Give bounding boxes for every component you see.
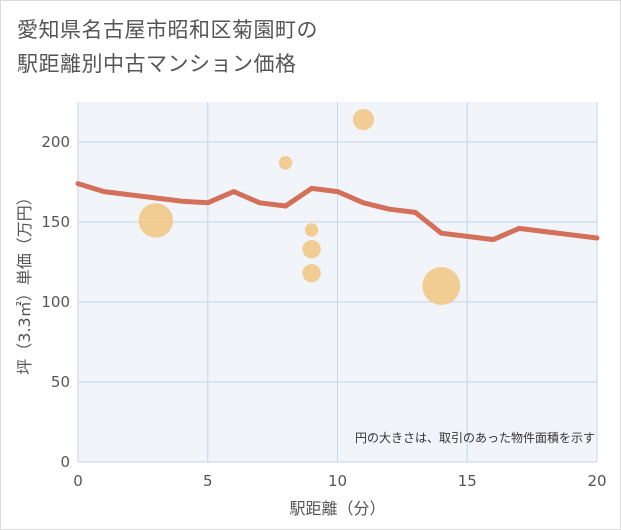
x-tick-label: 15 (458, 472, 477, 490)
bubble-size-note: 円の大きさは、取引のあった物件面積を示す (355, 430, 595, 445)
x-tick-label: 5 (203, 472, 213, 490)
x-tick-label: 0 (73, 472, 83, 490)
x-axis-label: 駅距離（分） (289, 499, 385, 518)
transaction-bubble (302, 264, 321, 283)
chart-title-line-2: 駅距離別中古マンション価格 (17, 52, 297, 76)
transaction-bubble (302, 240, 321, 259)
y-axis-label: 坪（3.3㎡）単価（万円） (15, 189, 34, 374)
transaction-bubble (422, 267, 461, 305)
y-tick-label: 50 (51, 373, 70, 391)
average-price-line (75, 181, 600, 243)
transaction-bubbles (138, 109, 461, 305)
y-tick-label: 150 (41, 213, 70, 231)
chart-title: 愛知県名古屋市昭和区菊園町の 駅距離別中古マンション価格 (17, 13, 318, 81)
chart-title-line-1: 愛知県名古屋市昭和区菊園町の (17, 18, 318, 42)
y-tick-label: 200 (41, 133, 70, 151)
x-tick-label: 10 (328, 472, 347, 490)
transaction-bubble (278, 156, 293, 170)
y-tick-label: 0 (60, 453, 70, 471)
y-axis-ticks: 0 50 100 150 200 (41, 133, 70, 471)
transaction-bubble (138, 203, 174, 238)
x-tick-label: 20 (587, 472, 606, 490)
y-tick-label: 100 (41, 293, 70, 311)
x-axis-ticks: 0 5 10 15 20 (73, 472, 606, 490)
transaction-bubble (304, 223, 319, 237)
transaction-bubble (352, 109, 375, 131)
